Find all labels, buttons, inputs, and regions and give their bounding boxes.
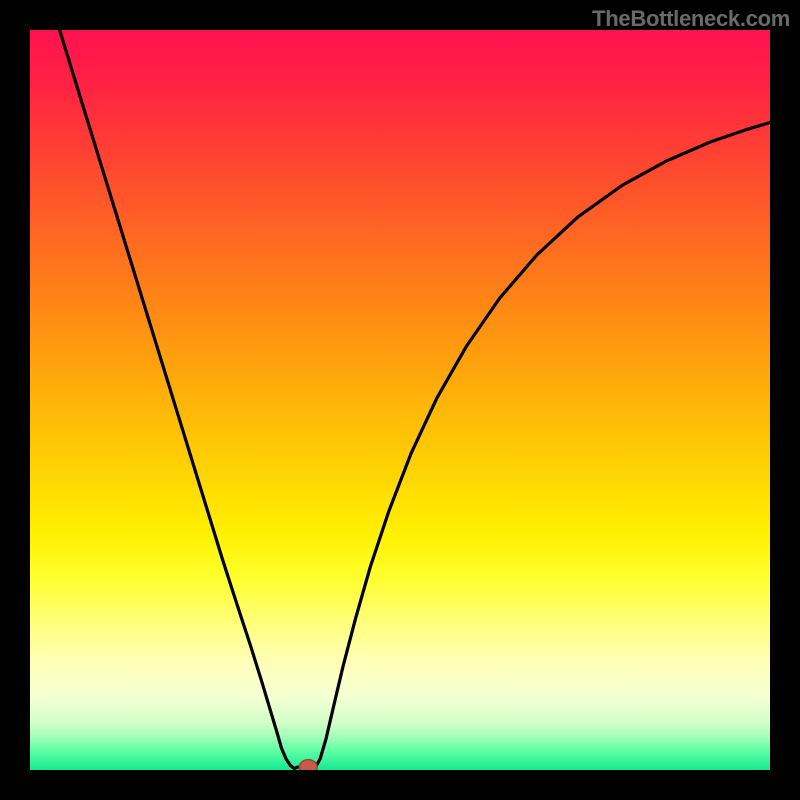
chart-frame: TheBottleneck.com — [0, 0, 800, 800]
gradient-background — [30, 30, 770, 770]
plot-svg — [30, 30, 770, 770]
plot-area — [30, 30, 770, 770]
min-marker — [299, 760, 317, 770]
watermark-text: TheBottleneck.com — [592, 6, 790, 32]
